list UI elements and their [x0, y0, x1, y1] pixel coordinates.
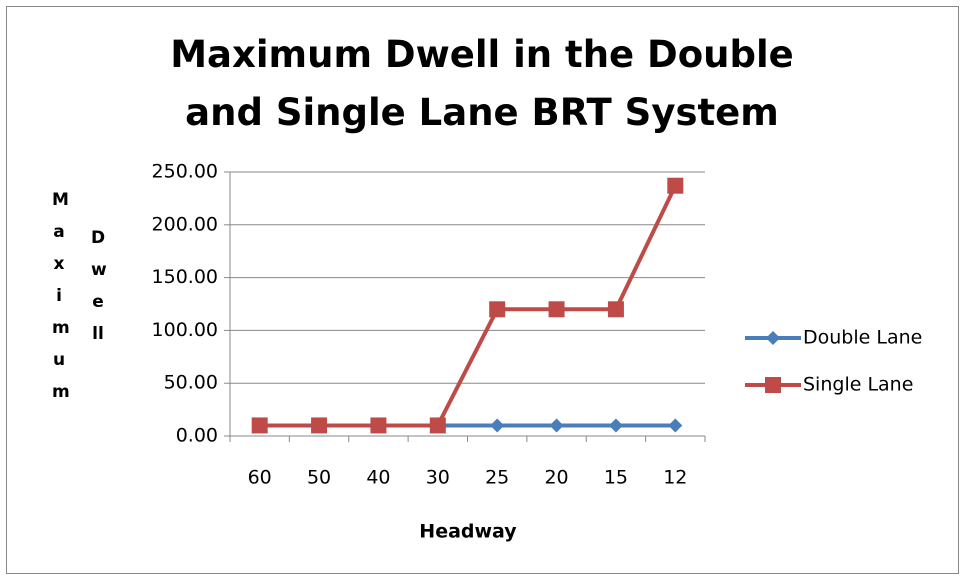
x-tick-label: 20 [544, 467, 568, 489]
marker [765, 377, 781, 393]
x-tick-label: 12 [663, 467, 687, 489]
y-tick-label: 150.00 [152, 266, 218, 288]
marker [607, 301, 624, 318]
y-axis-label: Dwell [91, 228, 107, 344]
legend-label: Double Lane [803, 327, 922, 349]
x-tick-label: 15 [604, 467, 628, 489]
marker [548, 301, 565, 318]
marker [311, 417, 328, 434]
marker [608, 418, 623, 433]
marker [489, 301, 506, 318]
y-tick-label: 50.00 [164, 372, 218, 394]
marker [370, 417, 387, 434]
marker [668, 418, 683, 433]
y-tick-label: 200.00 [152, 213, 218, 235]
marker [667, 177, 684, 194]
marker [490, 418, 505, 433]
series-line [259, 184, 678, 428]
y-tick-label: 0.00 [176, 425, 218, 447]
chart-border [6, 6, 959, 574]
x-tick-label: 60 [248, 467, 272, 489]
marker [429, 417, 446, 434]
x-tick-label: 25 [485, 467, 509, 489]
marker [549, 418, 564, 433]
x-tick-label: 40 [366, 467, 390, 489]
marker [766, 331, 780, 345]
y-tick-label: 250.00 [152, 161, 218, 183]
marker [251, 417, 268, 434]
x-tick-label: 50 [307, 467, 331, 489]
x-tick-label: 30 [426, 467, 450, 489]
chart-title: Maximum Dwell in the Double and Single L… [170, 33, 794, 134]
legend-label: Single Lane [803, 374, 913, 396]
y-axis-label: Maximum [52, 190, 70, 402]
x-axis-label: Headway [419, 521, 517, 543]
y-tick-label: 100.00 [152, 319, 218, 341]
